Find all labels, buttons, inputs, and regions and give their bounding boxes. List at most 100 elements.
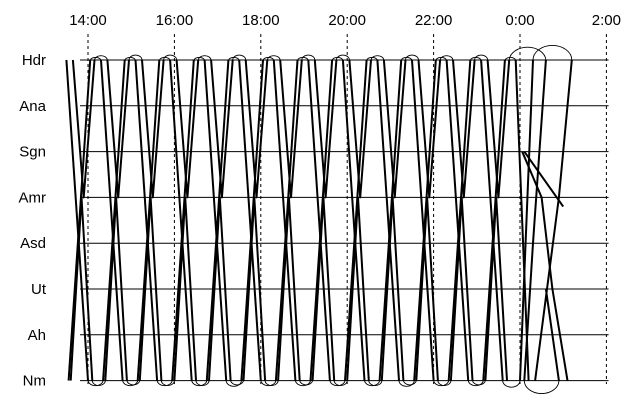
time-tick-label: 14:00: [69, 12, 107, 29]
train-path: [65, 59, 89, 381]
turnaround-loop: [329, 380, 346, 387]
turnaround-loop: [230, 380, 244, 386]
train-path: [341, 59, 366, 381]
train-path: [411, 59, 435, 381]
turnaround-loop: [335, 54, 350, 61]
turnaround-loop: [437, 380, 452, 386]
turnaround-loop: [508, 46, 547, 61]
turnaround-loop: [126, 380, 141, 386]
time-tick-labels-layer: 14:00 16:00 18:00 20:00 22:00 0:00 2:00: [69, 12, 621, 29]
turnaround-loop: [128, 54, 143, 61]
turnaround-loop: [370, 55, 385, 61]
train-path: [519, 59, 534, 381]
train-path: [175, 59, 200, 199]
train-path: [514, 59, 530, 381]
train-path: [484, 196, 508, 381]
train-path: [521, 151, 569, 381]
turnaround-loop: [502, 380, 521, 388]
train-path: [238, 59, 262, 381]
train-path: [106, 59, 130, 199]
train-path: [104, 196, 128, 381]
turnaround-loop: [439, 55, 454, 61]
time-tick-label: 18:00: [242, 12, 280, 29]
time-tick-label: 20:00: [328, 12, 366, 29]
turnaround-loops-layer: [87, 45, 573, 394]
turnaround-loop: [368, 380, 383, 386]
station-label: Ut: [31, 281, 47, 298]
turnaround-loop: [87, 380, 104, 387]
train-path: [279, 59, 303, 199]
turnaround-loop: [474, 54, 489, 61]
train-path: [445, 59, 470, 381]
turnaround-loop: [260, 380, 277, 387]
train-path: [486, 59, 511, 199]
train-path: [452, 59, 476, 199]
train-path: [210, 59, 234, 199]
turnaround-loop: [195, 380, 210, 386]
station-label: Sgn: [19, 144, 46, 161]
train-path: [376, 59, 400, 381]
train-path: [242, 196, 267, 381]
turnaround-loop: [402, 380, 417, 386]
train-path: [71, 59, 96, 199]
train-path: [311, 196, 336, 381]
turnaround-loop: [398, 380, 415, 387]
time-tick-label: 2:00: [592, 12, 621, 29]
train-path: [272, 59, 297, 381]
turnaround-loop: [225, 380, 242, 387]
train-path: [449, 196, 474, 381]
turnaround-loop: [122, 380, 139, 387]
station-label: Ana: [19, 98, 46, 115]
time-tick-label: 22:00: [415, 12, 453, 29]
turnaround-loop: [301, 54, 316, 61]
train-path: [346, 196, 370, 381]
station-label: Ah: [28, 327, 46, 344]
train-path: [69, 196, 94, 381]
train-path: [141, 59, 165, 199]
turnaround-loop: [467, 380, 484, 387]
train-path: [480, 59, 504, 381]
train-path: [534, 59, 573, 381]
train-path: [313, 59, 338, 199]
train-path: [203, 59, 228, 381]
turnaround-loop: [232, 54, 247, 61]
train-paths-layer: [65, 59, 573, 381]
train-path: [415, 196, 439, 381]
time-tick-label: 16:00: [156, 12, 194, 29]
time-gridlines-layer: [87, 34, 607, 384]
time-tick-label: 0:00: [505, 12, 534, 29]
train-path: [307, 59, 331, 381]
train-path: [173, 196, 197, 381]
turnaround-loop: [532, 45, 573, 61]
turnaround-loop: [264, 380, 279, 386]
train-path: [523, 151, 565, 208]
turnaround-loop: [294, 380, 311, 387]
turnaround-loop: [156, 380, 173, 387]
turnaround-loop: [472, 380, 486, 386]
train-path: [208, 196, 232, 381]
turnaround-loop: [94, 55, 108, 61]
station-label: Asd: [20, 235, 46, 252]
train-path: [277, 196, 301, 381]
train-path: [523, 59, 547, 381]
turnaround-loop: [364, 380, 381, 387]
train-path: [382, 59, 407, 199]
train-path: [417, 59, 442, 199]
turnaround-loop: [299, 380, 314, 386]
turnaround-loop: [523, 380, 560, 394]
turnaround-loop: [163, 54, 178, 61]
train-path: [244, 59, 269, 199]
train-path: [134, 59, 159, 381]
train-path: [380, 196, 405, 381]
turnaround-loop: [504, 57, 517, 61]
turnaround-loop: [405, 54, 419, 61]
train-path: [544, 288, 560, 381]
train-path: [138, 196, 163, 381]
turnaround-loop: [266, 55, 281, 61]
train-path: [348, 59, 372, 199]
turnaround-loop: [197, 55, 212, 61]
station-labels-layer: Hdr Ana Sgn Amr Asd Ut Ah Nm: [19, 52, 47, 390]
train-path: [100, 59, 124, 381]
train-path: [169, 59, 193, 381]
